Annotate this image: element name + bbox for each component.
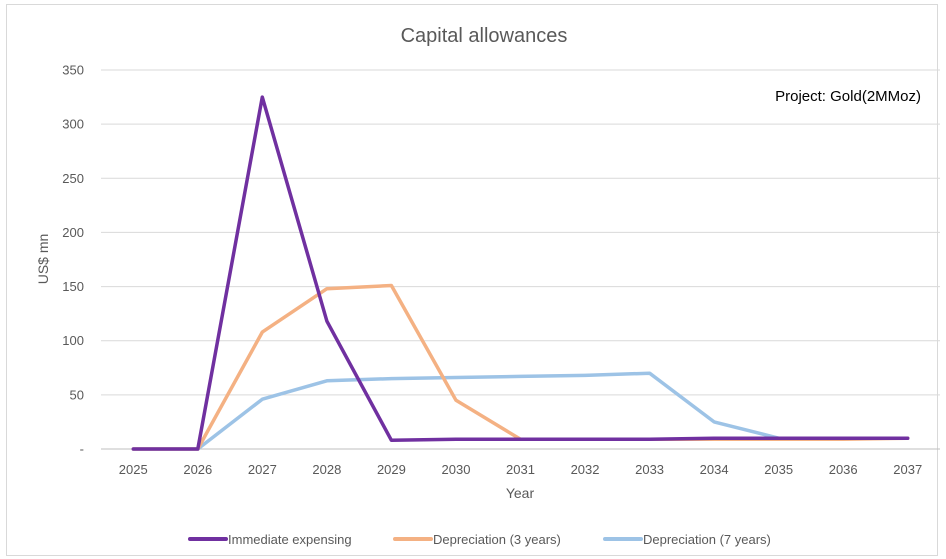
y-axis-ticks: - 50 100 150 200 250 300 350 [62,63,84,457]
x-axis-ticks: 2025 2026 2027 2028 2029 2030 2031 2032 2033 2034… [119,462,922,477]
x-tick-label: 2027 [248,462,277,477]
x-tick-label: 2032 [571,462,600,477]
y-tick-label: 150 [62,279,84,294]
x-tick-label: 2035 [764,462,793,477]
series-line [131,95,910,451]
gridlines [101,69,940,450]
legend-label: Immediate expensing [228,532,352,547]
x-tick-label: 2025 [119,462,148,477]
legend: Immediate expensing Depreciation (3 years… [188,532,771,547]
x-tick-label: 2034 [700,462,729,477]
x-axis-title: Year [506,485,535,501]
x-tick-label: 2029 [377,462,406,477]
legend-label: Depreciation (7 years) [643,532,771,547]
chart-frame [6,4,938,556]
y-tick-label: 200 [62,225,84,240]
y-tick-label: 300 [62,117,84,132]
y-tick-label: - [80,442,84,457]
series-line [131,283,910,451]
project-annotation: Project: Gold(2MMoz) [775,88,921,105]
y-tick-label: 100 [62,333,84,348]
y-tick-label: 50 [70,387,84,402]
y-tick-label: 350 [62,63,84,78]
x-tick-label: 2033 [635,462,664,477]
x-tick-label: 2030 [442,462,471,477]
x-tick-label: 2037 [893,462,922,477]
chart-title: Capital allowances [401,25,568,47]
x-tick-label: 2026 [183,462,212,477]
series-lines [131,95,910,451]
y-tick-label: 250 [62,171,84,186]
x-tick-label: 2031 [506,462,535,477]
y-axis-title: US$ mn [35,234,51,285]
x-tick-label: 2036 [829,462,858,477]
x-tick-label: 2028 [312,462,341,477]
legend-label: Depreciation (3 years) [433,532,561,547]
